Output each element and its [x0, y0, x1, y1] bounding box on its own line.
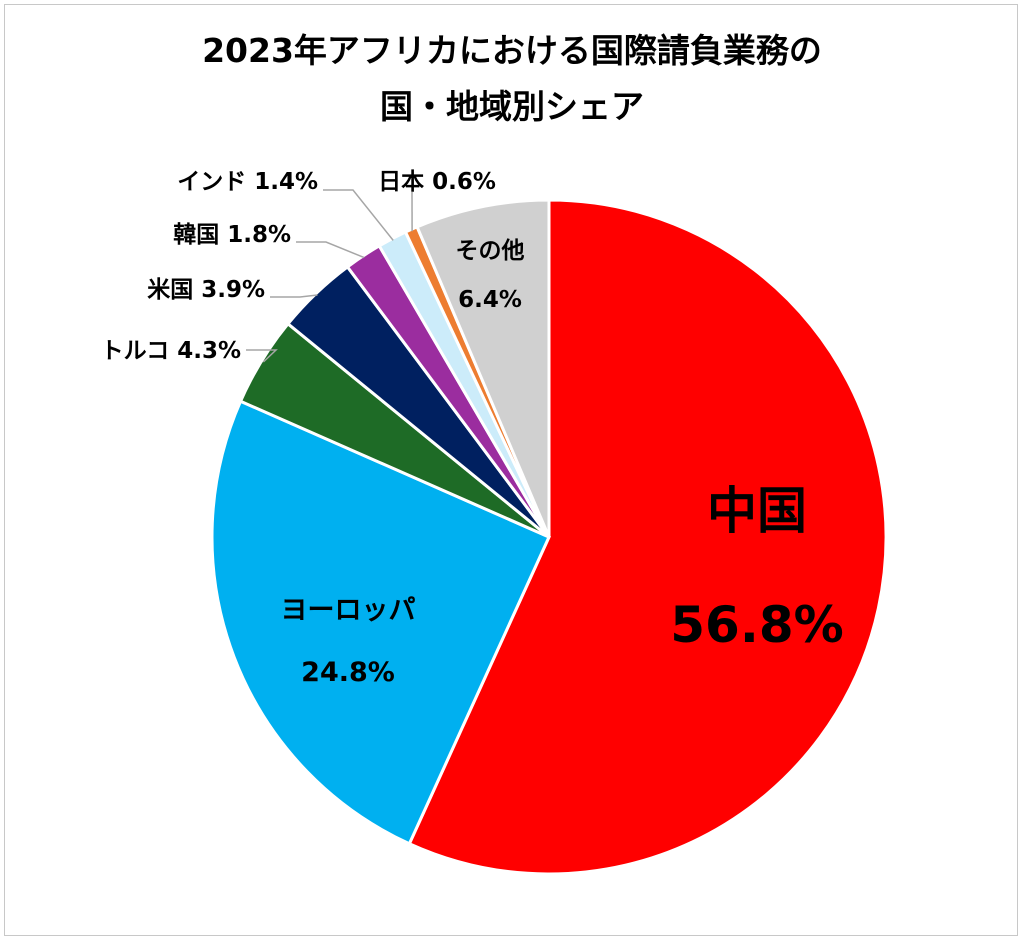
chart-title-line-2: 国・地域別シェア [380, 87, 644, 126]
slice-name-china: 中国 [707, 482, 807, 540]
leader-line-india [323, 189, 394, 241]
leader-line-korea [296, 241, 365, 259]
slice-label-korea: 韓国 1.8% [173, 221, 291, 248]
slice-label-turkey: トルコ 4.3% [101, 338, 241, 364]
leader-line-turkey [246, 349, 278, 363]
pie-slice-other [415, 198, 551, 538]
pie-slices [210, 198, 888, 876]
slice-label-usa: 米国 3.9% [147, 277, 265, 303]
slice-name-europe: ヨーロッパ [281, 595, 416, 626]
leader-line-usa [270, 294, 318, 298]
pie-slice-china [407, 198, 888, 876]
slice-value-europe: 24.8% [301, 657, 395, 688]
slice-label-india: インド 1.4% [177, 169, 318, 195]
leader-lines [246, 189, 413, 363]
pie-slice-europe [210, 399, 551, 846]
slice-name-other: その他 [456, 238, 525, 264]
chart-title-line-1: 2023年アフリカにおける国際請負業務の [202, 31, 822, 70]
slice-value-other: 6.4% [458, 287, 522, 313]
slice-label-japan: 日本 0.6% [378, 169, 496, 195]
slice-value-china: 56.8% [670, 596, 843, 654]
